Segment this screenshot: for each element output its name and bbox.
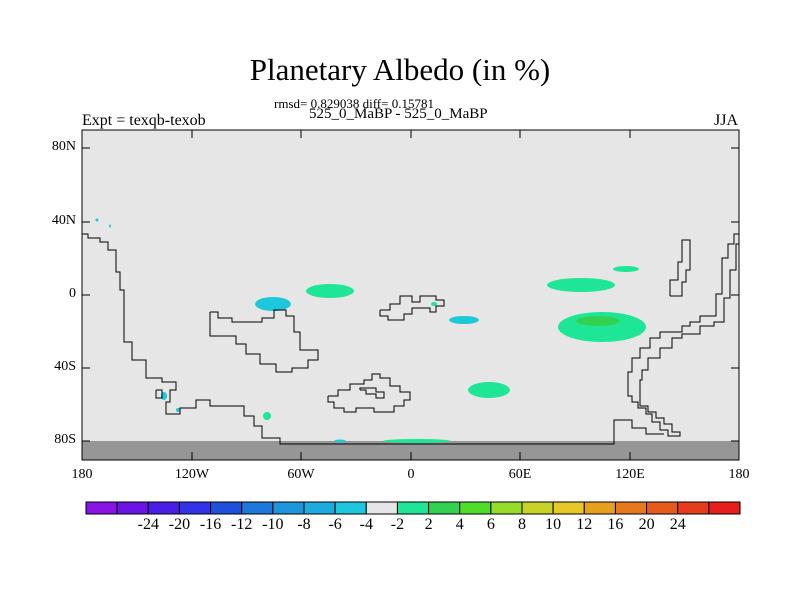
anomaly-patch: [306, 284, 354, 298]
x-tick-label: 120W: [174, 467, 210, 482]
anomaly-patch: [468, 382, 510, 398]
anomaly-patch: [176, 408, 180, 412]
anomaly-patch: [613, 266, 639, 272]
x-tick-label: 120E: [615, 467, 645, 482]
antarctic-mask: [82, 441, 739, 460]
x-tick-label: 0: [407, 467, 415, 482]
coastline: [359, 387, 385, 399]
colorbar-swatch: [241, 501, 274, 515]
colorbar-label: -24: [137, 516, 159, 533]
anomaly-patch: [547, 278, 615, 292]
y-tick-label: 80S: [54, 432, 76, 447]
colorbar-label: 2: [424, 516, 433, 533]
colorbar-swatch: [708, 501, 741, 515]
colorbar-swatch: [210, 501, 243, 515]
anomaly-patch: [576, 316, 620, 326]
colorbar-swatch: [552, 501, 585, 515]
colorbar-swatch: [365, 501, 398, 515]
coastline: [627, 233, 739, 437]
colorbar-swatch: [272, 501, 305, 515]
colorbar-swatch: [147, 501, 180, 515]
map-background: [82, 130, 739, 460]
coastline: [82, 233, 664, 445]
anomaly-patch: [449, 316, 479, 324]
colorbar-label: -10: [262, 516, 284, 533]
map-frame: [81, 129, 740, 461]
y-tick-label: 80N: [51, 139, 76, 154]
colorbar-label: 10: [545, 516, 562, 533]
x-tick-label: 180: [728, 467, 750, 482]
colorbar-swatch: [178, 501, 212, 515]
colorbar-label: 8: [518, 516, 526, 533]
anomaly-patch: [334, 439, 346, 443]
colorbar-label: 4: [455, 516, 464, 533]
colorbar-swatch: [428, 501, 461, 515]
season-label: JJA: [714, 112, 739, 129]
coastline: [669, 239, 691, 297]
colorbar-swatch: [614, 501, 648, 515]
anomaly-patch: [263, 412, 271, 420]
anomaly-patch: [95, 218, 99, 222]
colorbar-label: -8: [297, 516, 311, 533]
colorbar-label: -20: [168, 516, 191, 533]
colorbar-swatch: [677, 501, 710, 515]
coastline: [209, 309, 319, 373]
coastline: [379, 295, 445, 321]
y-tick-label: 40S: [54, 359, 76, 374]
colorbar-swatch: [459, 501, 492, 515]
stats-text: rmsd= 0.829038 diff= 0.15781: [274, 96, 434, 111]
colorbar-label: 24: [669, 516, 686, 533]
colorbar-swatch: [583, 501, 616, 515]
anomaly-patch: [630, 338, 636, 344]
colorbar-label: -6: [328, 516, 342, 533]
colorbar-swatch: [490, 501, 523, 515]
x-tick-label: 60E: [508, 467, 532, 482]
colorbar-label: -4: [359, 516, 373, 533]
colorbar-label: -2: [390, 516, 405, 533]
experiment-label: Expt = texqb-texob: [82, 112, 206, 129]
colorbar-swatch: [85, 501, 118, 515]
colorbar: [85, 501, 741, 515]
colorbar-swatch: [334, 501, 367, 515]
coastline: [155, 389, 163, 399]
colorbar-swatch: [303, 501, 336, 515]
map-title: Planetary Albedo (in %): [249, 52, 551, 87]
colorbar-swatch: [116, 501, 149, 515]
anomaly-patch: [431, 302, 437, 306]
x-tick-label: 180: [71, 467, 93, 482]
colorbar-swatch: [646, 501, 679, 515]
colorbar-label: 6: [486, 516, 495, 533]
x-tick-label: 60W: [287, 467, 315, 482]
colorbar-swatch: [521, 501, 554, 515]
coastlines: [82, 233, 739, 445]
colorbar-label: 16: [607, 516, 624, 533]
coastline: [327, 373, 411, 413]
y-tick-label: 40N: [51, 213, 76, 228]
colorbar-label: 12: [576, 516, 593, 533]
colorbar-swatch: [396, 501, 430, 515]
anomaly-patch: [255, 297, 291, 311]
colorbar-label: 20: [638, 516, 655, 533]
anomaly-patch: [109, 224, 111, 228]
y-tick-label: 0: [69, 286, 76, 301]
anomaly-patches: [95, 218, 646, 443]
anomaly-patch: [383, 439, 451, 443]
colorbar-label: -12: [231, 516, 253, 533]
case-text: 525_0_MaBP - 525_0_MaBP: [309, 106, 488, 122]
colorbar-label: -16: [199, 516, 222, 533]
